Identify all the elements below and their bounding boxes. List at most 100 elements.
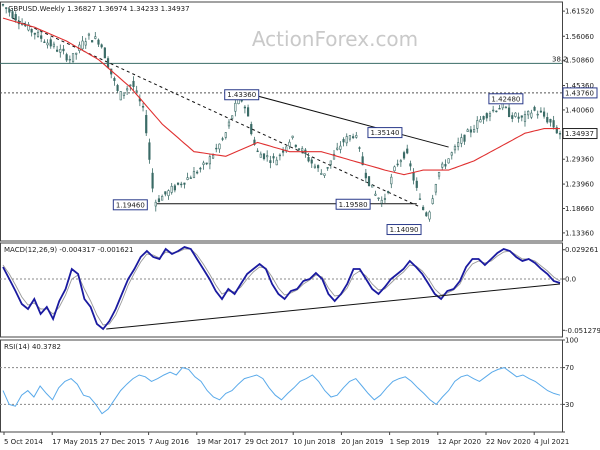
candle-body <box>355 135 358 138</box>
rsi-panel: 100 70 30 RSI(14) 40.3782 <box>0 337 578 433</box>
annotation-label: 1.14090 <box>390 226 419 234</box>
candle-body <box>511 115 514 119</box>
macd-frame <box>0 242 563 338</box>
candle-body <box>542 111 546 117</box>
candle-body <box>205 162 208 165</box>
price-panel: ActionForex.com 1.13360 1.18660 1.23960 1.29… <box>0 1 598 242</box>
rsi-frame <box>0 339 563 433</box>
candle-body <box>106 58 110 68</box>
candle-body <box>466 129 469 132</box>
candle-body <box>323 173 326 176</box>
macd-trendline <box>106 283 561 330</box>
candle-body <box>387 191 390 193</box>
candle-body <box>30 28 33 33</box>
candle-body <box>81 40 84 50</box>
candle-body <box>91 40 94 43</box>
candle-body <box>476 120 479 129</box>
candle-body <box>116 85 119 91</box>
candle-body <box>161 196 164 201</box>
candle-body <box>332 153 336 160</box>
candle-body <box>246 107 250 117</box>
candle-body <box>339 145 342 150</box>
candle-body <box>199 167 202 170</box>
price-y-tick-label: 1.18660 <box>565 205 594 213</box>
candle-body <box>154 201 157 207</box>
candle-body <box>463 134 466 142</box>
candle-body <box>75 52 78 55</box>
x-tick-label: 10 Jun 2018 <box>293 438 335 446</box>
annotation-box <box>112 199 148 211</box>
candle-body <box>84 41 87 46</box>
moving-average-line <box>2 17 560 176</box>
current-price-box <box>562 128 598 140</box>
candle-body <box>517 116 520 119</box>
price-y-tick-label: 1.50860 <box>565 57 594 65</box>
rsi-y-tick-label: 100 <box>565 337 578 345</box>
candle-body <box>336 147 339 150</box>
candle-body <box>514 112 517 117</box>
candle-body <box>40 35 43 39</box>
candle-body <box>533 106 536 111</box>
candle-body <box>485 113 488 119</box>
candle-body <box>320 173 323 175</box>
candle-body <box>36 31 40 37</box>
candle-body <box>428 211 431 220</box>
x-tick-label: 22 Nov 2020 <box>486 438 531 446</box>
candle-body <box>412 172 415 181</box>
candle-body <box>11 11 14 19</box>
candle-body <box>262 153 266 160</box>
candle-body <box>234 102 237 112</box>
candle-body <box>457 142 460 147</box>
candle-body <box>523 114 527 122</box>
x-tick-label: 27 Dec 2015 <box>100 438 145 446</box>
candle-body <box>374 193 377 196</box>
candle-body <box>119 91 122 101</box>
candle-body <box>492 109 495 112</box>
candle-body <box>65 54 68 61</box>
candle-body <box>100 44 103 48</box>
x-tick-label: 12 Apr 2020 <box>438 438 481 446</box>
candle-body <box>266 155 269 158</box>
candle-body <box>148 142 151 160</box>
candle-body <box>243 106 246 109</box>
price-y-tick-label: 1.23960 <box>565 181 594 189</box>
candle-body <box>415 180 418 188</box>
candle-body <box>141 106 145 108</box>
annotation-box <box>224 89 260 101</box>
candle-body <box>250 124 253 135</box>
macd-panel: 0.029261 0.0 -0.051279 MACD(12,26,9) -0.004… <box>0 242 600 338</box>
candle-body <box>126 88 129 91</box>
candle-body <box>539 110 542 113</box>
x-tick-label: 20 Jan 2019 <box>341 438 383 446</box>
x-tick-label: 7 Aug 2016 <box>149 438 190 446</box>
candle-body <box>425 212 428 217</box>
candle-body <box>68 58 71 61</box>
candle-body <box>170 185 173 193</box>
candle-body <box>536 113 539 116</box>
rsi-y-tick-label: 70 <box>565 364 574 372</box>
candle-body <box>151 172 154 189</box>
rsi-title: RSI(14) 40.3782 <box>4 343 61 351</box>
candle-body <box>447 158 450 164</box>
price-frame <box>0 1 563 242</box>
resistance-price-label: 1.43760 <box>565 89 594 97</box>
candle-body <box>441 163 444 168</box>
candle-body <box>122 92 126 96</box>
candle-body <box>183 182 186 185</box>
candle-body <box>345 136 348 144</box>
candle-body <box>329 160 332 165</box>
macd-y-tick-label: 0.029261 <box>565 246 598 254</box>
candle-body <box>520 115 523 118</box>
candle-body <box>59 48 62 53</box>
candle-body <box>361 156 364 166</box>
candle-body <box>431 198 434 204</box>
candle-body <box>383 198 387 200</box>
candle-body <box>135 90 138 92</box>
candle-body <box>145 115 148 134</box>
candle-body <box>167 190 170 197</box>
candle-body <box>227 121 231 127</box>
candle-body <box>437 171 441 177</box>
candle-body <box>294 144 297 147</box>
candle-body <box>450 152 453 156</box>
